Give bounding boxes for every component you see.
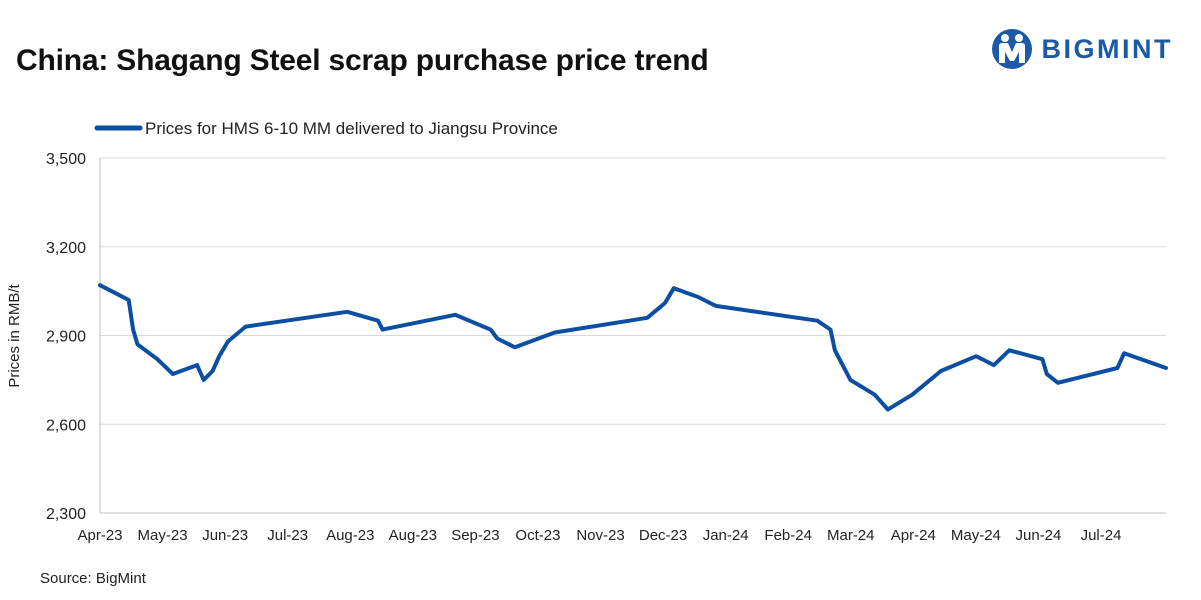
x-tick-label: Jan-24 xyxy=(703,527,749,544)
bigmint-logo-icon xyxy=(991,29,1032,69)
page-title: China: Shagang Steel scrap purchase pric… xyxy=(16,44,709,77)
x-tick-label: Apr-23 xyxy=(77,527,122,544)
source-note: Source: BigMint xyxy=(40,570,146,587)
x-tick-label: Aug-23 xyxy=(389,527,437,544)
legend-entry: Prices for HMS 6-10 MM delivered to Jian… xyxy=(145,119,558,138)
y-axis-ticks: 2,300 2,600 2,900 3,200 3,500 xyxy=(46,151,86,523)
y-tick-label: 3,500 xyxy=(46,151,86,168)
x-tick-label: Oct-23 xyxy=(515,527,560,544)
brand-name: BIGMINT xyxy=(1041,33,1173,64)
y-tick-label: 2,600 xyxy=(46,417,86,434)
x-tick-label: Sep-23 xyxy=(451,527,499,544)
x-tick-label: Feb-24 xyxy=(764,527,812,544)
x-tick-label: May-24 xyxy=(951,527,1001,544)
gridlines xyxy=(99,157,1166,514)
legend: Prices for HMS 6-10 MM delivered to Jian… xyxy=(94,119,558,138)
brand-logo: BIGMINT xyxy=(990,24,1174,74)
y-tick-label: 2,300 xyxy=(46,506,86,523)
y-tick-label: 3,200 xyxy=(46,240,86,257)
x-tick-label: Dec-23 xyxy=(639,527,687,544)
x-tick-label: Nov-23 xyxy=(576,527,624,544)
x-tick-label: Jul-23 xyxy=(267,527,308,544)
x-tick-label: Mar-24 xyxy=(827,527,875,544)
series-line-hms-price xyxy=(98,283,1168,412)
x-axis-ticks: Apr-23 May-23 Jun-23 Jul-23 Aug-23 Aug-23 Sep-… xyxy=(77,527,1121,544)
x-tick-label: Aug-23 xyxy=(326,527,374,544)
x-tick-label: Jun-24 xyxy=(1016,527,1062,544)
y-axis-label: Prices in RMB/t xyxy=(6,283,23,387)
x-tick-label: May-23 xyxy=(138,527,188,544)
x-tick-label: Jun-23 xyxy=(202,527,248,544)
x-tick-label: Apr-24 xyxy=(891,527,936,544)
y-tick-label: 2,900 xyxy=(46,329,86,346)
x-tick-label: Jul-24 xyxy=(1081,527,1122,544)
